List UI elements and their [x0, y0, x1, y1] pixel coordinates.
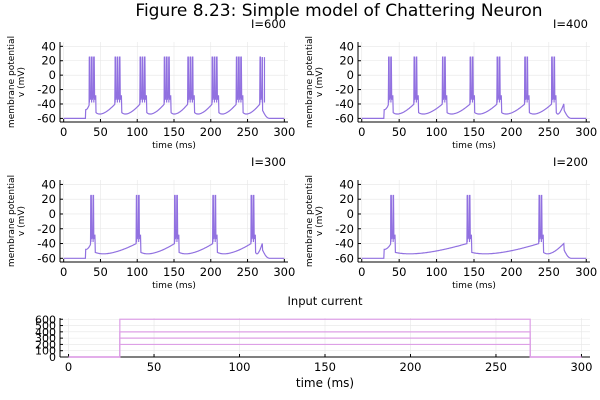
x-tick-label: 0 [358, 265, 365, 279]
x-axis-label: time (ms) [152, 141, 196, 151]
y-tick-label: -20 [37, 222, 56, 236]
x-tick-label: 0 [60, 125, 67, 139]
x-tick-label: 300 [273, 125, 295, 139]
x-tick-label: 250 [237, 125, 259, 139]
input-current-series [68, 343, 582, 358]
y-tick-label: 20 [339, 54, 354, 68]
y-tick-label: 500 [35, 320, 56, 333]
x-tick-label: 300 [575, 125, 597, 139]
x-tick-label: 250 [485, 360, 507, 374]
y-tick-label: 20 [339, 192, 354, 206]
y-tick-label: -40 [37, 97, 56, 111]
y-axis-label-units: v (mV) [315, 67, 325, 97]
y-tick-label: 200 [35, 338, 56, 351]
panel-i600: 0 50 100 150 200 250 30040200-20-40-60I=600tim… [7, 17, 295, 151]
x-tick-label: 150 [163, 265, 185, 279]
panel-i300: 0 50 100 150 200 250 30040200-20-40-60I=300tim… [7, 155, 295, 291]
y-axis-label: membrane potential [7, 36, 17, 128]
y-tick-label: -20 [37, 83, 56, 97]
y-tick-label: -60 [37, 111, 56, 125]
y-tick-label: 40 [41, 39, 56, 53]
membrane-trace [63, 56, 285, 119]
x-tick-label: 200 [200, 265, 222, 279]
x-tick-label: 300 [570, 360, 592, 374]
y-axis-label-units: v (mV) [315, 206, 325, 236]
x-tick-label: 200 [500, 265, 522, 279]
x-tick-label: 100 [426, 125, 448, 139]
y-tick-label: 40 [41, 177, 56, 191]
x-tick-label: 0 [60, 265, 67, 279]
y-tick-label: -60 [335, 251, 354, 265]
y-axis-label-units: v (mV) [17, 206, 27, 236]
y-tick-label: 0 [49, 68, 56, 82]
x-tick-label: 200 [400, 360, 422, 374]
panel-title: I=200 [553, 155, 588, 169]
x-tick-label: 0 [65, 360, 72, 374]
x-tick-label: 100 [126, 265, 148, 279]
x-axis-label: time (ms) [452, 281, 496, 291]
y-tick-label: 20 [41, 192, 56, 206]
x-tick-label: 50 [392, 265, 407, 279]
panel-i400: 0 50 100 150 200 250 30040200-20-40-60I=400tim… [305, 17, 597, 151]
y-tick-label: 0 [347, 207, 354, 221]
x-tick-label: 100 [229, 360, 251, 374]
y-tick-label: -20 [335, 222, 354, 236]
x-tick-label: 0 [358, 125, 365, 139]
y-tick-label: 100 [35, 345, 56, 358]
y-tick-label: 400 [35, 326, 56, 339]
x-tick-label: 250 [538, 265, 560, 279]
y-tick-label: 40 [339, 177, 354, 191]
panel-title: I=600 [251, 17, 286, 31]
membrane-trace [63, 194, 285, 259]
x-tick-label: 50 [147, 360, 162, 374]
panel-title: Input current [288, 294, 363, 308]
x-tick-label: 250 [538, 125, 560, 139]
y-tick-label: -60 [37, 251, 56, 265]
x-axis-label: time (ms) [452, 141, 496, 151]
x-tick-label: 100 [426, 265, 448, 279]
x-tick-label: 300 [273, 265, 295, 279]
y-tick-label: 0 [49, 207, 56, 221]
y-axis-label: membrane potential [7, 175, 17, 267]
membrane-trace [361, 194, 587, 259]
y-tick-label: 600 [35, 313, 56, 326]
y-tick-label: 300 [35, 332, 56, 345]
x-tick-label: 150 [463, 265, 485, 279]
y-axis-label: membrane potential [305, 175, 315, 267]
x-tick-label: 200 [200, 125, 222, 139]
x-axis-label: time (ms) [296, 376, 354, 390]
x-tick-label: 100 [126, 125, 148, 139]
y-tick-label: -40 [335, 237, 354, 251]
panel-title: I=300 [251, 155, 286, 169]
y-tick-label: 0 [49, 351, 56, 364]
x-tick-label: 50 [392, 125, 407, 139]
x-tick-label: 150 [163, 125, 185, 139]
membrane-trace [361, 56, 587, 119]
y-axis-label: membrane potential [305, 36, 315, 128]
y-axis-label-units: v (mV) [17, 67, 27, 97]
y-tick-label: -60 [335, 111, 354, 125]
y-tick-label: -20 [335, 83, 354, 97]
y-tick-label: -40 [335, 97, 354, 111]
x-tick-label: 150 [314, 360, 336, 374]
x-tick-label: 300 [575, 265, 597, 279]
x-tick-label: 250 [237, 265, 259, 279]
y-tick-label: -40 [37, 237, 56, 251]
panel-title: I=400 [553, 17, 588, 31]
x-tick-label: 150 [463, 125, 485, 139]
x-tick-label: 50 [93, 265, 108, 279]
y-tick-label: 0 [347, 68, 354, 82]
x-axis-label: time (ms) [152, 281, 196, 291]
figure-title: Figure 8.23: Simple model of Chattering … [135, 1, 542, 21]
y-tick-label: 40 [339, 39, 354, 53]
panel-i200: 0 50 100 150 200 250 30040200-20-40-60I=200tim… [305, 155, 597, 291]
x-tick-label: 50 [93, 125, 108, 139]
panel-input-current: 0 50 100 150 200 250 3006005004003002001000Inp… [35, 294, 592, 390]
y-tick-label: 20 [41, 54, 56, 68]
x-tick-label: 200 [500, 125, 522, 139]
